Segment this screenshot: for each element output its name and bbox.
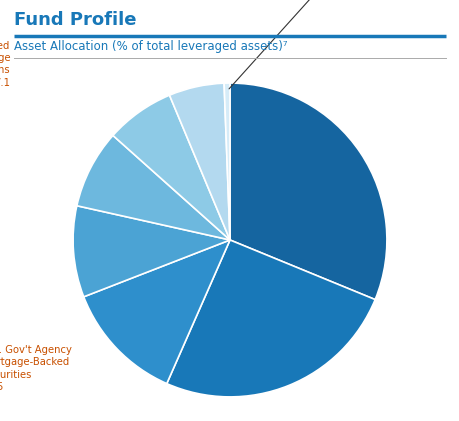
Text: U.S. Gov't Agency
Mortgage-Backed
Securities
12.5: U.S. Gov't Agency Mortgage-Backed Securi…: [0, 345, 72, 392]
Text: Collateralized
Mortgage
Obligations
7.1: Collateralized Mortgage Obligations 7.1: [0, 40, 10, 88]
Wedge shape: [230, 83, 386, 300]
Wedge shape: [224, 83, 230, 240]
Wedge shape: [169, 83, 230, 240]
Wedge shape: [113, 95, 230, 240]
Text: Asset Allocation (% of total leveraged assets)⁷: Asset Allocation (% of total leveraged a…: [14, 40, 287, 53]
Wedge shape: [167, 240, 375, 397]
Wedge shape: [84, 240, 230, 384]
Text: Fund Profile: Fund Profile: [14, 11, 136, 29]
Wedge shape: [77, 136, 230, 240]
Wedge shape: [73, 206, 229, 297]
